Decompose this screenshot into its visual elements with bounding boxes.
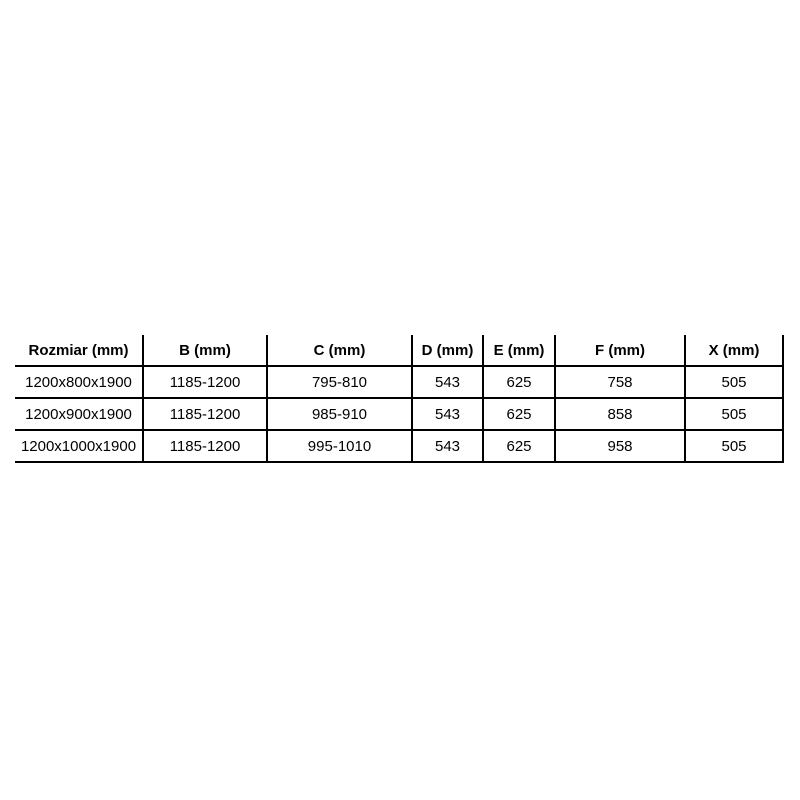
size-spec-table: Rozmiar (mm) B (mm) C (mm) D (mm) E (mm)… — [15, 335, 784, 463]
col-header-b: B (mm) — [142, 335, 268, 367]
table-cell: 1200x900x1900 — [15, 397, 144, 431]
table-cell: 505 — [684, 397, 784, 431]
table-cell: 958 — [554, 429, 686, 463]
table-cell: 1185-1200 — [142, 429, 268, 463]
col-header-e: E (mm) — [482, 335, 556, 367]
col-header-f: F (mm) — [554, 335, 686, 367]
table-cell: 625 — [482, 429, 556, 463]
table-cell: 625 — [482, 365, 556, 399]
table-cell: 505 — [684, 429, 784, 463]
table-cell: 543 — [411, 397, 484, 431]
table-cell: 625 — [482, 397, 556, 431]
table-cell: 1185-1200 — [142, 365, 268, 399]
table-cell: 758 — [554, 365, 686, 399]
table-cell: 985-910 — [266, 397, 413, 431]
table-cell: 858 — [554, 397, 686, 431]
col-header-x: X (mm) — [684, 335, 784, 367]
header-row: Rozmiar (mm) B (mm) C (mm) D (mm) E (mm)… — [15, 335, 784, 367]
col-header-d: D (mm) — [411, 335, 484, 367]
table-cell: 1185-1200 — [142, 397, 268, 431]
table-cell: 505 — [684, 365, 784, 399]
table-cell: 543 — [411, 429, 484, 463]
table-cell: 995-1010 — [266, 429, 413, 463]
col-header-rozmiar: Rozmiar (mm) — [15, 335, 144, 367]
table-cell: 543 — [411, 365, 484, 399]
table-cell: 1200x800x1900 — [15, 365, 144, 399]
table-cell: 1200x1000x1900 — [15, 429, 144, 463]
col-header-c: C (mm) — [266, 335, 413, 367]
table-row: 1200x800x1900 1185-1200 795-810 543 625 … — [15, 365, 784, 399]
table-cell: 795-810 — [266, 365, 413, 399]
table-row: 1200x1000x1900 1185-1200 995-1010 543 62… — [15, 429, 784, 463]
table-row: 1200x900x1900 1185-1200 985-910 543 625 … — [15, 397, 784, 431]
